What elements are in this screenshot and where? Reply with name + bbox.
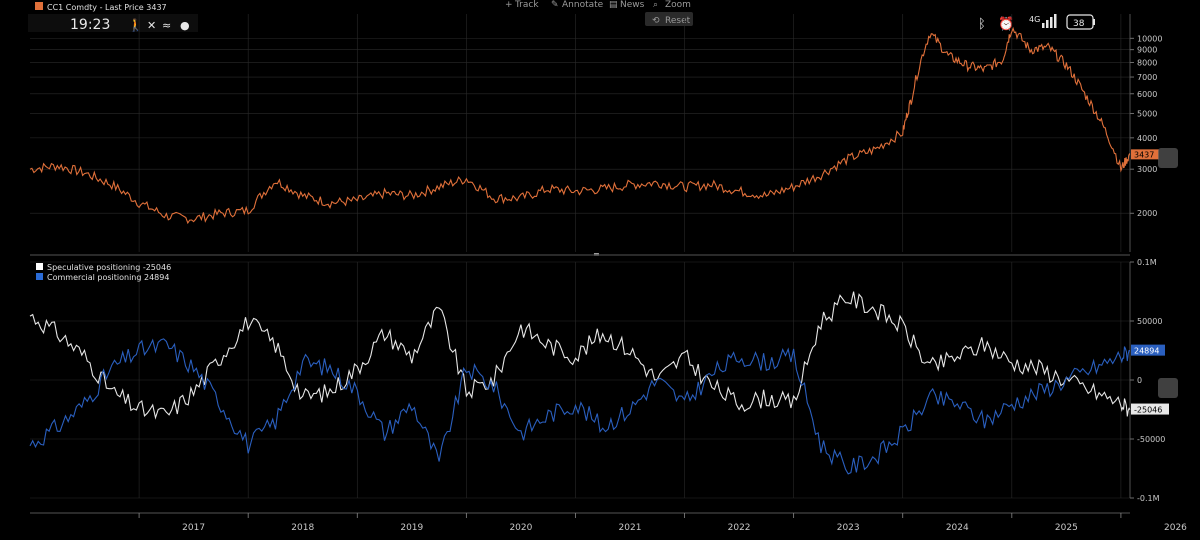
speculative-last-tag: -25046: [1131, 403, 1169, 415]
reset-button[interactable]: ⟲ Reset: [645, 12, 693, 26]
lower-tick-label: 50000: [1137, 317, 1162, 326]
x-axis: 2017 2018 2019 2020 2021 2022 2023 2024 2025 2026: [138, 513, 1187, 533]
walk-icon: 🚶: [128, 18, 143, 32]
reset-icon: ⟲: [652, 16, 660, 26]
upper-tick-label: 4000: [1137, 134, 1157, 143]
legend: Speculative positioning -25046 Commercia…: [36, 263, 171, 282]
upper-y-axis: 10000 9000 8000 7000 6000 5000 4000 3000 2000: [1129, 14, 1162, 252]
toolbar-news-label: News: [620, 0, 645, 10]
x-tick-label: 2024: [946, 523, 969, 533]
toolbar-zoom-label: Zoom: [665, 0, 691, 10]
upper-tick-label: 5000: [1137, 110, 1157, 119]
clock-bar: [28, 14, 198, 32]
toolbar-zoom-button[interactable]: ⌕ Zoom: [653, 0, 691, 10]
lower-tick-label: 0.1M: [1137, 258, 1157, 267]
upper-panel: 10000 9000 8000 7000 6000 5000 4000 3000 2000 34…: [29, 14, 1162, 252]
x-tick-label: 2022: [728, 523, 751, 533]
price-legend-swatch: [35, 2, 43, 10]
upper-tick-label: 10000: [1137, 34, 1162, 43]
lower-tick-label: -0.1M: [1137, 494, 1160, 503]
toolbar-news-button[interactable]: ▤ News: [609, 0, 645, 10]
panel-resize-handle-icon[interactable]: ═: [593, 250, 599, 259]
commercial-last-tag-text: 24894: [1134, 347, 1159, 356]
reset-button-bg: [645, 12, 693, 26]
bluetooth-icon: ᛒ: [978, 17, 986, 32]
wifi-icon: ≈: [162, 19, 171, 32]
battery-level: 38: [1073, 19, 1085, 29]
lower-tick-label: 0: [1137, 376, 1142, 385]
x-tick-label: 2021: [619, 523, 642, 533]
toolbar-annotate-label: Annotate: [562, 0, 604, 10]
commercial-last-tag: 24894: [1131, 344, 1165, 356]
last-price-tag-text: 3437: [1134, 150, 1154, 159]
x-tick-label: 2026: [1164, 523, 1187, 533]
x-tick-label: 2025: [1055, 523, 1078, 533]
legend-label-commercial: Commercial positioning 24894: [47, 273, 169, 282]
mute-icon: ✕: [147, 19, 156, 32]
upper-tick-label: 2000: [1137, 209, 1157, 218]
toolbar-track-button[interactable]: + Track: [505, 0, 539, 10]
price-series-line: [29, 26, 1131, 225]
zoom-icon: ⌕: [653, 0, 658, 10]
status-bar: ᛒ ⏰ 4G 38: [978, 14, 1095, 32]
last-price-tag: 3437: [1131, 149, 1159, 160]
upper-grid: [30, 14, 1130, 252]
x-tick-label: 2020: [509, 523, 532, 533]
legend-label-speculative: Speculative positioning -25046: [47, 263, 171, 272]
toolbar-track-label: Track: [514, 0, 539, 10]
news-icon: ▤: [609, 0, 618, 10]
upper-tick-label: 7000: [1137, 73, 1157, 82]
lower-panel: 0.1M 50000 0 -50000 -0.1M Speculative positi…: [29, 258, 1169, 503]
lower-y-axis: 0.1M 50000 0 -50000 -0.1M: [1129, 258, 1165, 503]
alarm-off-icon: ⏰: [998, 15, 1014, 32]
lower-grid: [30, 261, 1130, 499]
toolbar-annotate-button[interactable]: ✎ Annotate: [551, 0, 604, 10]
clock-time: 19:23: [70, 17, 110, 33]
x-tick-label: 2019: [400, 523, 423, 533]
x-tick-label: 2023: [837, 523, 860, 533]
x-tick-label: 2017: [182, 523, 205, 533]
track-icon: +: [505, 0, 513, 10]
lower-tick-label: -50000: [1137, 435, 1165, 444]
page-title: CC1 Comdty - Last Price 3437: [47, 3, 167, 12]
legend-swatch-commercial: [36, 273, 43, 280]
side-button-upper[interactable]: [1158, 148, 1178, 168]
toolbar: + Track ✎ Annotate ▤ News ⌕ Zoom ⟲ Reset: [505, 0, 693, 26]
upper-tick-label: 6000: [1137, 90, 1157, 99]
x-tick-label: 2018: [291, 523, 314, 533]
legend-swatch-speculative: [36, 263, 43, 270]
upper-tick-label: 3000: [1137, 165, 1157, 174]
signal-icon: [1042, 14, 1057, 28]
side-button-lower[interactable]: [1158, 378, 1178, 398]
upper-tick-label: 8000: [1137, 59, 1157, 68]
speculative-last-tag-text: -25046: [1134, 406, 1162, 415]
network-type: 4G: [1029, 15, 1040, 24]
location-icon: ●: [180, 19, 190, 32]
speculative-series-line: [29, 291, 1131, 420]
upper-tick-label: 9000: [1137, 46, 1157, 55]
battery-icon: 38: [1066, 14, 1095, 30]
reset-label: Reset: [665, 16, 691, 26]
commercial-series-line: [29, 338, 1130, 475]
annotate-icon: ✎: [551, 0, 559, 10]
